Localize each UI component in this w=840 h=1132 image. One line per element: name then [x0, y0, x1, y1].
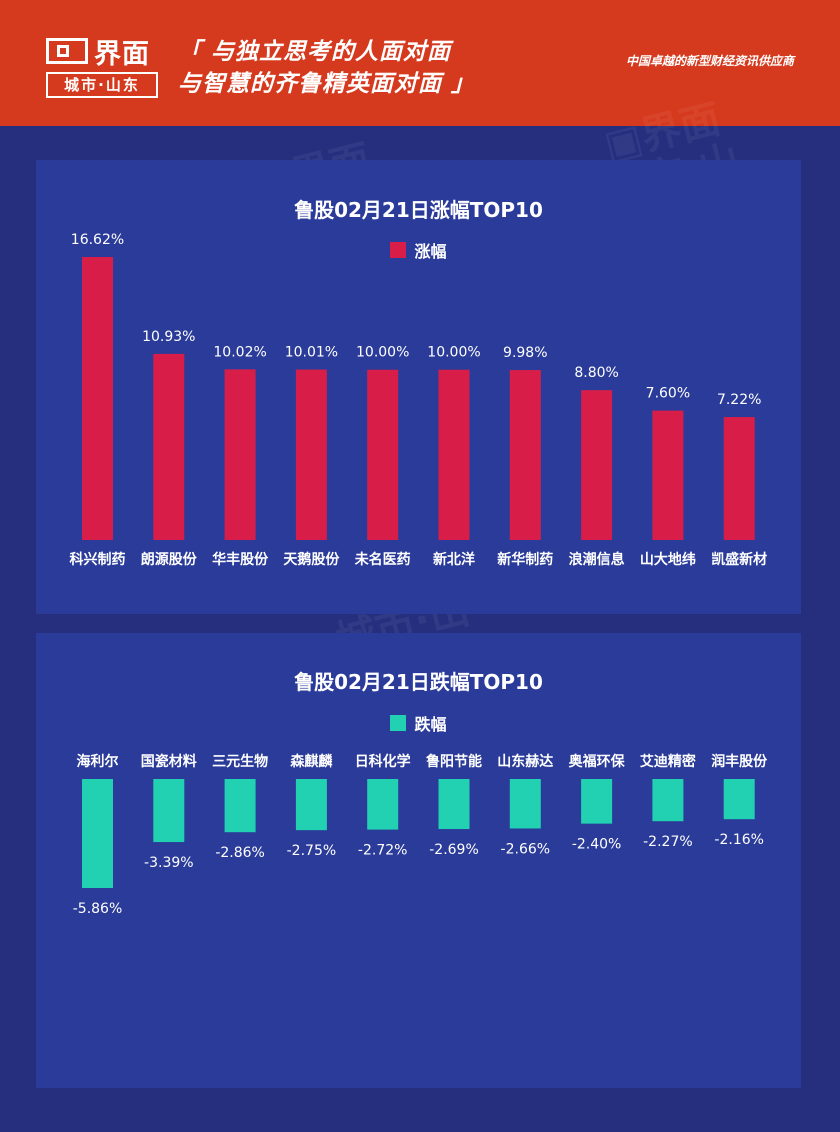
- logo-city: 城市·山东: [46, 72, 158, 98]
- gainers-category-label: 新华制药: [497, 551, 553, 568]
- gainers-value-label: 10.00%: [356, 345, 409, 361]
- losers-bar: [295, 779, 327, 831]
- losers-category-label: 三元生物: [212, 753, 268, 770]
- gainers-value-label: 7.22%: [717, 392, 761, 408]
- losers-category-label: 山东赫达: [497, 753, 553, 770]
- losers-value-label: -2.75%: [287, 843, 337, 859]
- gainers-bar: [723, 417, 755, 540]
- gainers-legend-label: 涨幅: [414, 242, 447, 261]
- brand-logo: 界面: [46, 34, 158, 70]
- logo-mark-icon: [46, 38, 88, 64]
- losers-bar: [153, 779, 185, 843]
- gainers-category-label: 华丰股份: [212, 551, 269, 568]
- losers-value-label: -2.72%: [358, 843, 408, 859]
- losers-category-label: 艾迪精密: [640, 753, 696, 770]
- gainers-category-label: 新北洋: [433, 551, 475, 568]
- gainers-value-label: 10.02%: [213, 344, 266, 360]
- gainers-value-label: 9.98%: [503, 345, 547, 361]
- gainers-category-label: 科兴制药: [70, 551, 126, 568]
- losers-value-label: -2.40%: [572, 837, 622, 853]
- gainers-category-label: 山大地纬: [640, 551, 696, 568]
- gainers-bar: [153, 353, 185, 540]
- losers-panel: 鲁股02月21日跌幅TOP10 跌幅 海利尔 -5.86% 国瓷材料 -3.39% 三元…: [36, 633, 801, 1088]
- gainers-bar: [224, 369, 256, 540]
- losers-bar: [82, 779, 113, 888]
- losers-value-label: -2.27%: [643, 834, 693, 850]
- gainers-bar: [295, 369, 327, 540]
- losers-bar: [438, 779, 470, 830]
- gainers-bar: [82, 257, 113, 540]
- losers-legend-swatch: [390, 715, 407, 731]
- losers-value-label: -5.86%: [73, 901, 123, 917]
- losers-value-label: -2.16%: [714, 832, 764, 848]
- tagline: 中国卓越的新型财经资讯供应商: [625, 54, 794, 68]
- gainers-bar: [367, 369, 399, 540]
- gainers-value-label: 7.60%: [646, 386, 690, 402]
- gainers-value-label: 8.80%: [574, 365, 618, 381]
- losers-category-label: 海利尔: [77, 753, 119, 770]
- losers-category-label: 日科化学: [355, 753, 411, 770]
- losers-category-label: 奥福环保: [569, 753, 626, 770]
- gainers-value-label: 10.93%: [142, 329, 195, 345]
- losers-chart-title: 鲁股02月21日跌幅TOP10: [294, 670, 543, 694]
- losers-bar-chart: 海利尔 -5.86% 国瓷材料 -3.39% 三元生物 -2.86% 森麒麟 -2.75% 日科…: [73, 753, 768, 917]
- losers-bar: [652, 779, 684, 822]
- gainers-legend-swatch: [390, 242, 407, 258]
- gainers-bar: [438, 369, 470, 540]
- losers-bar: [509, 779, 541, 829]
- header-banner: 界面 城市·山东 「 与独立思考的人面对面 与智慧的齐鲁精英面对面 」 中国卓越…: [0, 0, 840, 126]
- losers-value-label: -2.69%: [429, 842, 479, 858]
- losers-legend-label: 跌幅: [414, 715, 447, 734]
- gainers-value-label: 10.01%: [285, 345, 338, 361]
- slogan-line-1: 「 与独立思考的人面对面: [178, 39, 452, 65]
- gainers-bar: [509, 370, 541, 540]
- gainers-panel: 鲁股02月21日涨幅TOP10 涨幅 16.62% 科兴制药 10.93% 朗源股份 1…: [36, 160, 801, 614]
- losers-bar: [723, 779, 755, 820]
- losers-bar: [367, 779, 399, 830]
- losers-value-label: -3.39%: [144, 855, 194, 871]
- losers-category-label: 国瓷材料: [141, 753, 197, 770]
- gainers-bar: [581, 390, 613, 540]
- gainers-legend: 涨幅: [36, 238, 801, 262]
- losers-bar: [224, 779, 256, 833]
- losers-category-label: 鲁阳节能: [425, 753, 482, 770]
- logo-name: 界面: [94, 38, 150, 70]
- losers-legend: 跌幅: [36, 711, 801, 735]
- losers-category-label: 润丰股份: [711, 753, 768, 770]
- gainers-category-label: 浪潮信息: [569, 551, 625, 568]
- gainers-bar-chart: 16.62% 科兴制药 10.93% 朗源股份 10.02% 华丰股份 10.01% 天鹅股份…: [70, 232, 768, 568]
- losers-bar: [581, 779, 613, 824]
- gainers-chart-title: 鲁股02月21日涨幅TOP10: [294, 198, 543, 222]
- gainers-category-label: 凯盛新材: [711, 551, 767, 568]
- gainers-bar: [652, 410, 684, 540]
- losers-value-label: -2.66%: [501, 841, 551, 857]
- gainers-category-label: 朗源股份: [141, 551, 198, 568]
- gainers-category-label: 天鹅股份: [283, 551, 340, 568]
- losers-category-label: 森麒麟: [290, 753, 333, 770]
- slogan-line-2: 与智慧的齐鲁精英面对面 」: [178, 71, 476, 97]
- gainers-value-label: 16.62%: [71, 232, 124, 248]
- gainers-category-label: 未名医药: [355, 551, 411, 568]
- gainers-value-label: 10.00%: [427, 345, 480, 361]
- losers-value-label: -2.86%: [215, 845, 265, 861]
